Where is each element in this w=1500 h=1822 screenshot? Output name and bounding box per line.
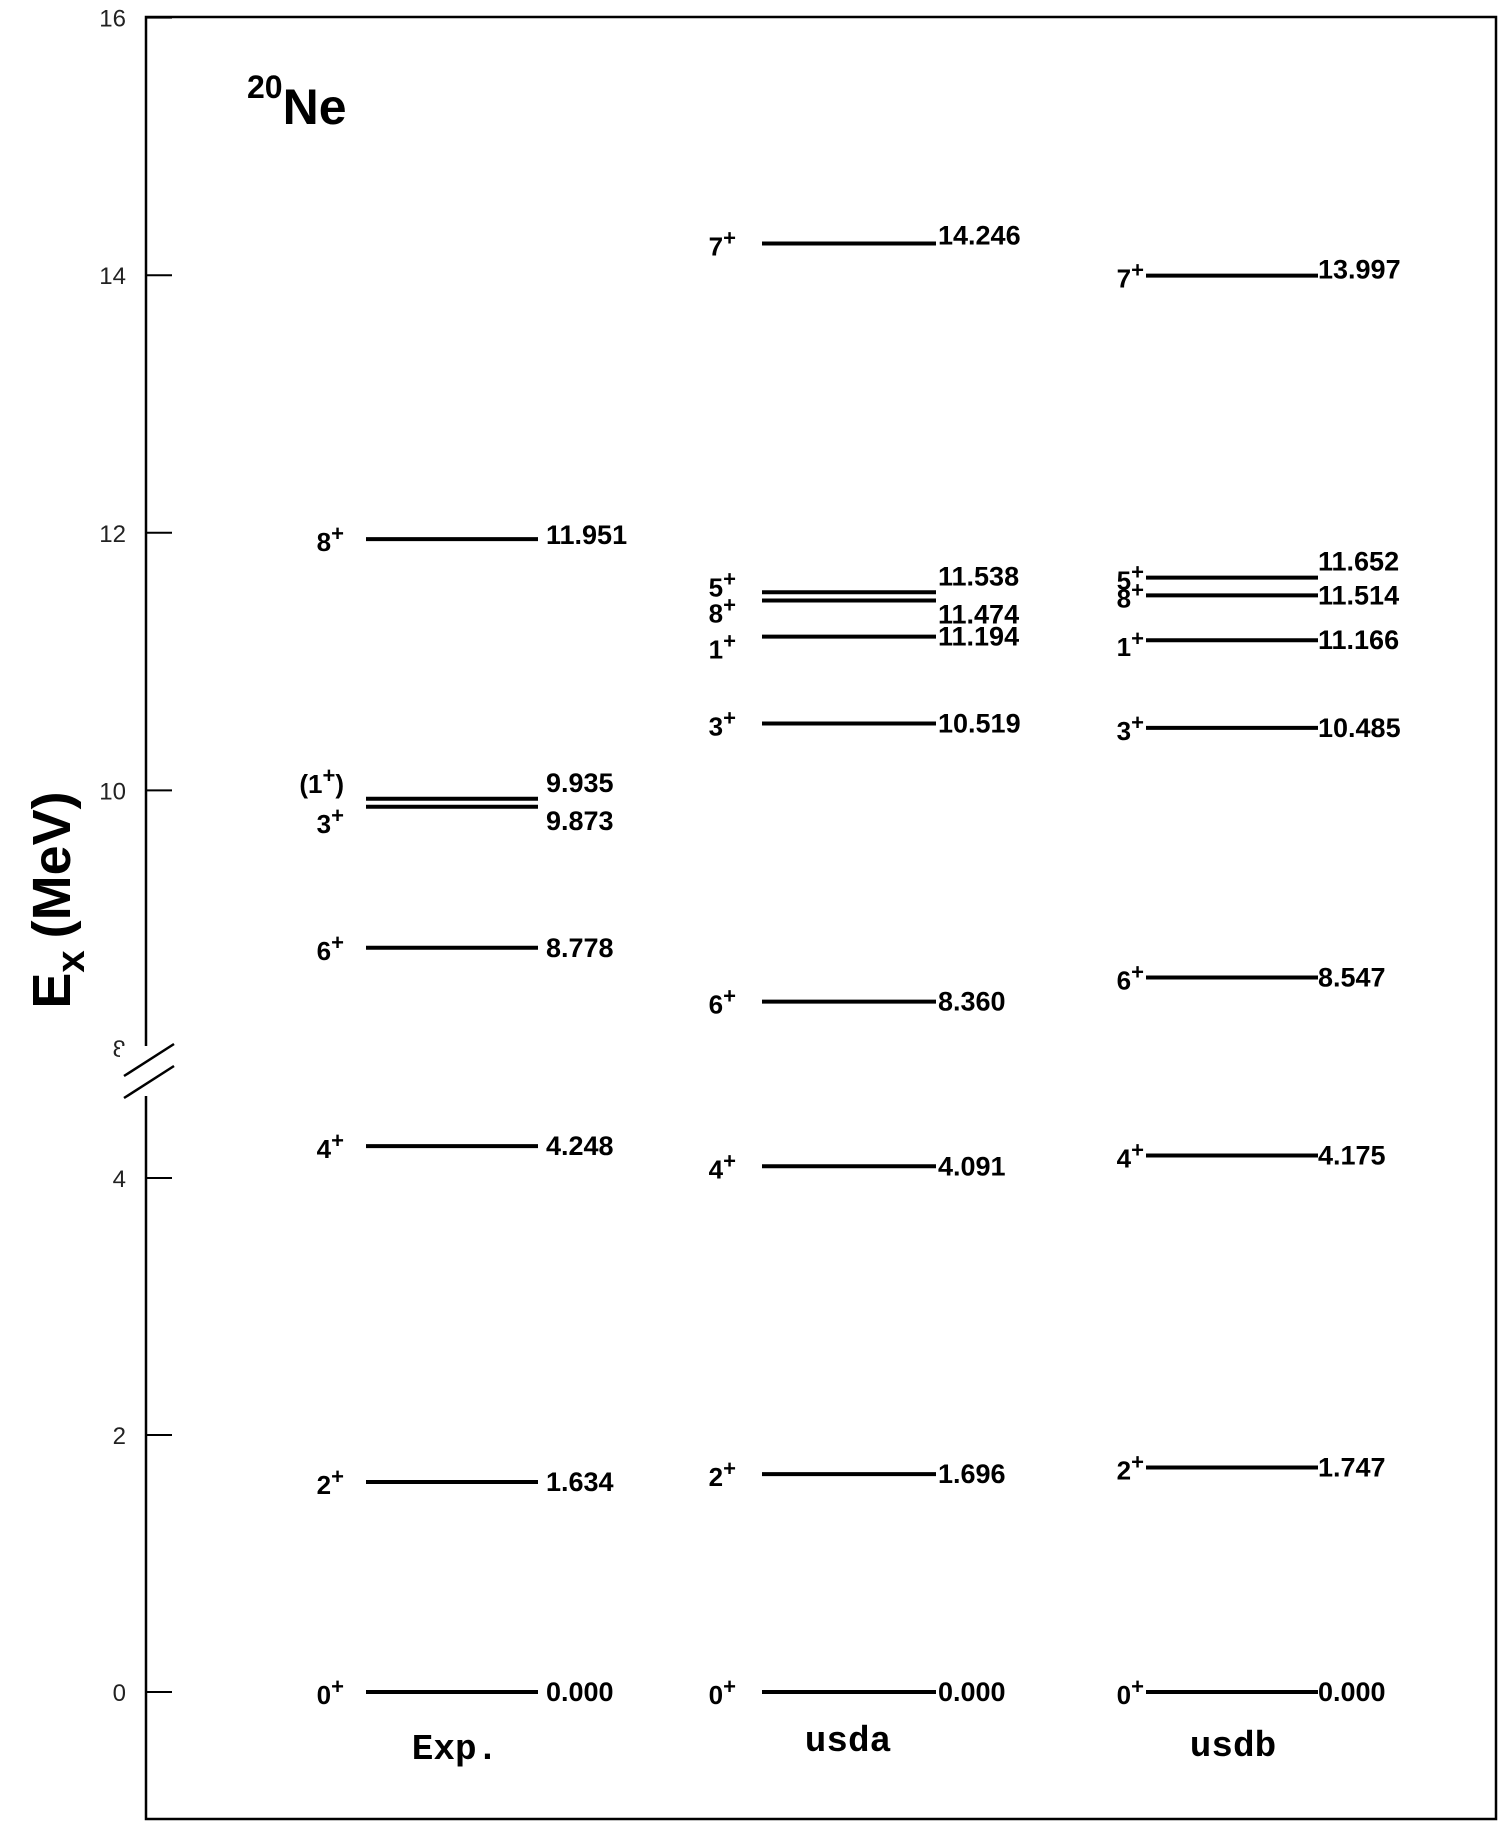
energy-value-label: 11.514 [1318, 580, 1399, 610]
energy-value-label: 8.547 [1318, 963, 1386, 993]
energy-value-label: 0.000 [1318, 1677, 1386, 1707]
column-label: Exp. [412, 1729, 498, 1770]
y-tick-label: 10 [99, 778, 126, 805]
energy-value-label: 0.000 [938, 1677, 1006, 1707]
spin-parity-label: 0+ [709, 1674, 736, 1710]
y-tick-label: 2 [113, 1423, 126, 1450]
spin-parity-label: 8+ [1117, 577, 1144, 613]
spin-parity-label: 8+ [317, 521, 344, 557]
energy-value-label: 11.951 [546, 520, 627, 550]
spin-parity-label: 2+ [709, 1456, 736, 1492]
energy-value-label: 4.175 [1318, 1141, 1386, 1171]
spin-parity-label: 0+ [1117, 1674, 1144, 1710]
y-tick-label: 14 [99, 263, 126, 290]
spin-parity-label: 1+ [709, 629, 736, 665]
energy-value-label: 11.538 [938, 561, 1019, 591]
energy-value-label: 1.747 [1318, 1453, 1386, 1483]
spin-parity-label: 6+ [709, 984, 736, 1020]
spin-parity-label: 8+ [709, 593, 736, 629]
y-tick-label: 0 [113, 1680, 126, 1707]
energy-value-label: 9.935 [546, 768, 614, 798]
energy-value-label: 10.485 [1318, 713, 1401, 743]
plot-frame [144, 15, 1498, 1821]
level-column-usdb: 0.000 0+ 1.747 2+ 4.175 4+ 8.547 6+ 10.485 3+ 11.1… [1117, 255, 1401, 1767]
spin-parity-label: 7+ [709, 226, 736, 262]
energy-value-label: 4.091 [938, 1151, 1006, 1181]
energy-value-label: 10.519 [938, 709, 1021, 739]
energy-value-label: 8.778 [546, 933, 614, 963]
energy-value-label: 11.474 [938, 600, 1019, 630]
spin-parity-label: 3+ [1117, 710, 1144, 746]
energy-value-label: 9.873 [546, 806, 614, 836]
y-tick-label: 4 [113, 1166, 126, 1193]
spin-parity-label: 5+ [1117, 560, 1144, 596]
level-column-usda: 0.000 0+ 1.696 2+ 4.091 4+ 8.360 6+ 10.519 3+ 11.1… [709, 221, 1021, 1762]
spin-parity-label: 2+ [317, 1464, 344, 1500]
energy-value-label: 11.652 [1318, 547, 1399, 577]
column-label: usdb [1190, 1726, 1276, 1767]
y-tick-label: 12 [99, 521, 126, 548]
y-axis-label: Ex(MeV) [22, 791, 93, 1008]
spin-parity-label: 5+ [709, 566, 736, 602]
spin-parity-label: 4+ [1117, 1138, 1144, 1174]
axis-break-mark [120, 1042, 180, 1100]
spin-parity-label: 4+ [709, 1148, 736, 1184]
energy-value-label: 4.248 [546, 1131, 614, 1161]
spin-parity-label: 6+ [1117, 960, 1144, 996]
energy-value-label: 0.000 [546, 1677, 614, 1707]
spin-parity-label: (1+) [299, 763, 344, 799]
energy-value-label: 14.246 [938, 221, 1021, 251]
energy-value-label: 11.194 [938, 622, 1019, 652]
spin-parity-label: 4+ [317, 1128, 344, 1164]
spin-parity-label: 3+ [317, 803, 344, 839]
spin-parity-label: 6+ [317, 930, 344, 966]
energy-value-label: 1.696 [938, 1459, 1006, 1489]
y-tick-label: 16 [99, 6, 126, 33]
spin-parity-label: 2+ [1117, 1450, 1144, 1486]
level-columns: 0.000 0+ 1.634 2+ 4.248 4+ 8.778 6+ 9.873 3+ 9.935… [299, 221, 1400, 1770]
column-label: usda [805, 1721, 891, 1762]
spin-parity-label: 7+ [1117, 258, 1144, 294]
spin-parity-label: 3+ [709, 706, 736, 742]
energy-value-label: 13.997 [1318, 255, 1401, 285]
energy-value-label: 11.166 [1318, 625, 1399, 655]
level-column-exp: 0.000 0+ 1.634 2+ 4.248 4+ 8.778 6+ 9.873 3+ 9.935… [299, 520, 627, 1770]
spin-parity-label: 1+ [1117, 626, 1144, 662]
spin-parity-label: 0+ [317, 1674, 344, 1710]
energy-value-label: 8.360 [938, 987, 1006, 1017]
nucleus-title: 20Ne [247, 69, 347, 135]
energy-value-label: 1.634 [546, 1467, 614, 1497]
